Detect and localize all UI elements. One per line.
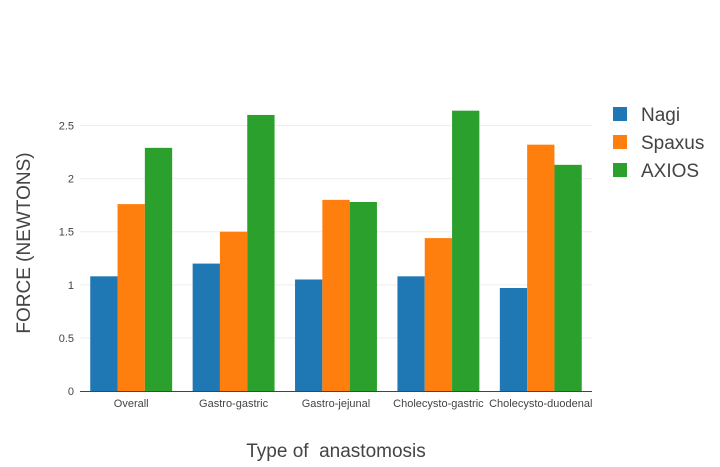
bar-axios-gastro-gastric: [247, 114, 275, 391]
bar-spaxus-gastro-jejunal: [322, 199, 350, 391]
x-tick-label: Gastro-gastric: [199, 398, 269, 410]
legend-swatch-nagi: [613, 107, 627, 121]
y-tick-labels: 0 0.5 1 1.5 2 2.5: [59, 121, 74, 398]
bar-spaxus-gastro-gastric: [219, 231, 248, 391]
y-axis-title: FORCE (NEWTONS): [14, 152, 35, 333]
bar-spaxus-overall: [117, 204, 145, 391]
bar-axios-cholecysto-gastric: [452, 110, 480, 392]
bar-spaxus-cholecysto-gastric: [424, 238, 453, 391]
y-tick-label: 2.5: [59, 121, 74, 133]
y-tick-label: 0.5: [59, 333, 74, 345]
y-tick-label: 1: [68, 280, 74, 292]
legend-swatch-spaxus: [613, 135, 627, 149]
bar-nagi-cholecysto-duodenal: [499, 288, 528, 391]
legend: Nagi Spaxus AXIOS: [613, 105, 704, 182]
bar-axios-gastro-jejunal: [349, 201, 377, 391]
legend-label-spaxus: Spaxus: [641, 133, 704, 154]
x-tick-label: Cholecysto-duodenal: [489, 398, 592, 410]
bar-axios-overall: [144, 147, 173, 391]
bar-axios-cholecysto-duodenal: [554, 164, 582, 391]
y-tick-label: 1.5: [59, 227, 74, 239]
bar-spaxus-cholecysto-duodenal: [527, 144, 555, 391]
bar-nagi-cholecysto-gastric: [397, 276, 425, 391]
y-tick-label: 0: [68, 386, 74, 398]
x-tick-label: Cholecysto-gastric: [393, 398, 484, 410]
x-tick-labels: Overall Gastro-gastric Gastro-jejunal Chole…: [114, 398, 593, 410]
x-axis-title: Type of anastomosis: [246, 441, 426, 462]
legend-label-axios: AXIOS: [641, 161, 699, 182]
y-tick-label: 2: [68, 174, 74, 186]
x-tick-label: Gastro-jejunal: [302, 398, 370, 410]
bar-nagi-overall: [90, 276, 118, 391]
bar-nagi-gastro-gastric: [192, 263, 220, 391]
legend-label-nagi: Nagi: [641, 105, 680, 126]
legend-swatch-axios: [613, 163, 627, 177]
x-tick-label: Overall: [114, 398, 149, 410]
bar-nagi-gastro-jejunal: [295, 279, 323, 391]
bars: [90, 110, 582, 392]
